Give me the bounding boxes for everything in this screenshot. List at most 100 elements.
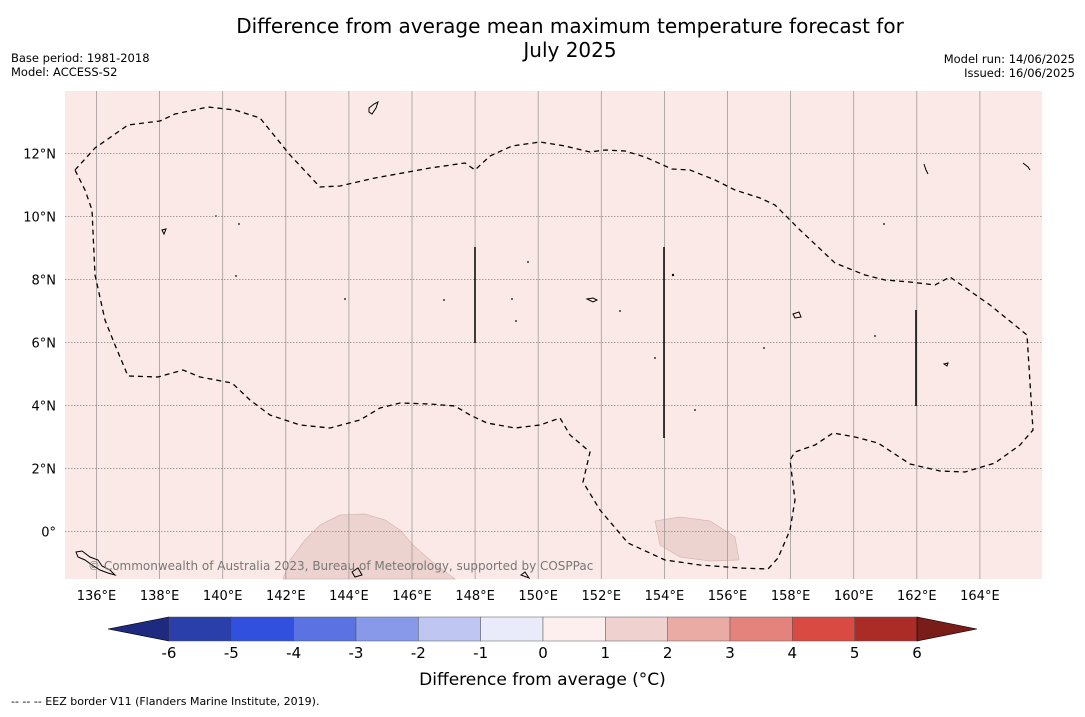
model-name: Model: ACCESS-S2: [11, 65, 118, 79]
colorbar-segment: [729, 616, 793, 642]
base-period: Base period: 1981-2018: [11, 51, 150, 65]
colorbar: [107, 616, 978, 642]
colorbar-tick-label: -3: [349, 644, 364, 662]
colorbar-tick-label: -1: [473, 644, 488, 662]
colorbar-segment: [792, 616, 855, 642]
latitude-label: 12°N: [23, 148, 56, 163]
latitude-label: 10°N: [23, 211, 56, 226]
colorbar-label: Difference from average (°C): [419, 670, 666, 690]
island-marshall: [1022, 162, 1031, 171]
colorbar-tick-label: 0: [538, 644, 548, 662]
atoll: [763, 347, 765, 349]
colorbar-segment: [168, 616, 232, 642]
colorbar-tick-label: 2: [663, 644, 673, 662]
island-guam: [368, 101, 379, 115]
longitude-label: 136°E: [77, 589, 117, 604]
atoll: [215, 215, 217, 217]
latitude-labels: 12°N 10°N 8°N 6°N 4°N 2°N 0°: [23, 148, 56, 541]
colorbar-segment: [542, 616, 606, 642]
colorbar-tick-label: -2: [411, 644, 426, 662]
run-info: Model run: 14/06/2025 Issued: 16/06/2025: [944, 52, 1075, 80]
colorbar-tick-label: 4: [788, 644, 798, 662]
atoll: [619, 310, 621, 312]
longitude-label: 148°E: [455, 589, 495, 604]
latitude-label: 8°N: [32, 274, 57, 289]
longitude-label: 162°E: [897, 589, 937, 604]
atoll: [874, 335, 876, 337]
longitude-labels: 136°E 138°E 140°E 142°E 144°E 146°E 148°E 150°E…: [77, 589, 1000, 604]
atoll: [883, 223, 885, 225]
base-info: Base period: 1981-2018 Model: ACCESS-S2: [11, 51, 150, 79]
model-run: Model run: 14/06/2025: [943, 52, 1075, 66]
atoll: [527, 261, 529, 263]
colorbar-segment: [667, 616, 731, 642]
colorbar-segment: [418, 616, 481, 642]
eez-note: -- -- -- EEZ border V11 (Flanders Marine…: [11, 695, 320, 708]
longitude-label: 140°E: [203, 589, 243, 604]
colorbar-tick-label: -5: [224, 644, 239, 662]
title-line-1: Difference from average mean maximum tem…: [236, 14, 904, 38]
colorbar-tick-label: 6: [912, 644, 922, 662]
colorbar-tick-label: 5: [850, 644, 860, 662]
colorbar-tick-label: 3: [725, 644, 735, 662]
atoll: [344, 298, 346, 300]
atoll: [654, 357, 656, 359]
atoll: [443, 299, 445, 301]
graticule: [65, 91, 1042, 579]
island-new-guinea-coast: [75, 550, 117, 577]
colorbar-segment: [231, 616, 294, 642]
latitude-label: 0°: [41, 526, 56, 541]
longitude-label: 156°E: [708, 589, 748, 604]
island-yap: [161, 228, 167, 236]
longitude-label: 150°E: [518, 589, 558, 604]
longitude-label: 158°E: [771, 589, 811, 604]
colorbar-tick-label: 1: [601, 644, 611, 662]
longitude-label: 138°E: [140, 589, 180, 604]
copyright-text: © Commonwealth of Australia 2023, Bureau…: [88, 559, 593, 573]
colorbar-tick-label: -6: [162, 644, 177, 662]
longitude-label: 144°E: [329, 589, 369, 604]
latitude-label: 6°N: [32, 337, 57, 352]
longitude-label: 154°E: [645, 589, 685, 604]
longitude-label: 152°E: [582, 589, 622, 604]
atoll: [671, 273, 675, 277]
island-bougainville-edge: [519, 571, 531, 580]
island-wake: [923, 163, 929, 175]
islands: [75, 101, 1031, 580]
atoll: [235, 275, 237, 277]
colorbar-segment: [605, 616, 668, 642]
colorbar-tick-labels: -6 -5 -4 -3 -2 -1 0 1 2 3 4 5 6: [162, 644, 922, 662]
atolls: [215, 215, 885, 411]
eez-borders: [74, 106, 1034, 570]
colorbar-segment: [355, 616, 419, 642]
eez-border-north: [74, 106, 1034, 570]
colorbar-tick-label: -4: [286, 644, 301, 662]
eez-solid-segments: [474, 247, 917, 438]
longitude-label: 142°E: [266, 589, 306, 604]
island-pohnpei: [792, 311, 802, 319]
colorbar-segment: [293, 616, 357, 642]
title-line-2: July 2025: [523, 38, 617, 62]
colorbar-segment: [480, 616, 544, 642]
colorbar-low-extend: [107, 616, 170, 642]
island-kosrae: [942, 362, 949, 367]
warm-anomaly-patch-east: [654, 516, 740, 562]
island-admiralty: [351, 567, 363, 578]
map-background: [65, 91, 1042, 579]
atoll: [511, 298, 513, 300]
map-title: Difference from average mean maximum tem…: [200, 14, 940, 62]
longitude-label: 146°E: [392, 589, 432, 604]
longitude-label: 164°E: [960, 589, 1000, 604]
colorbar-high-extend: [916, 616, 978, 642]
issued-date: Issued: 16/06/2025: [964, 66, 1075, 80]
atoll: [515, 320, 517, 322]
latitude-label: 2°N: [32, 463, 57, 478]
island-chuuk: [585, 297, 599, 303]
colorbar-segment: [854, 616, 918, 642]
atoll: [238, 223, 240, 225]
latitude-label: 4°N: [32, 400, 57, 415]
longitude-label: 160°E: [834, 589, 874, 604]
atoll: [694, 409, 696, 411]
